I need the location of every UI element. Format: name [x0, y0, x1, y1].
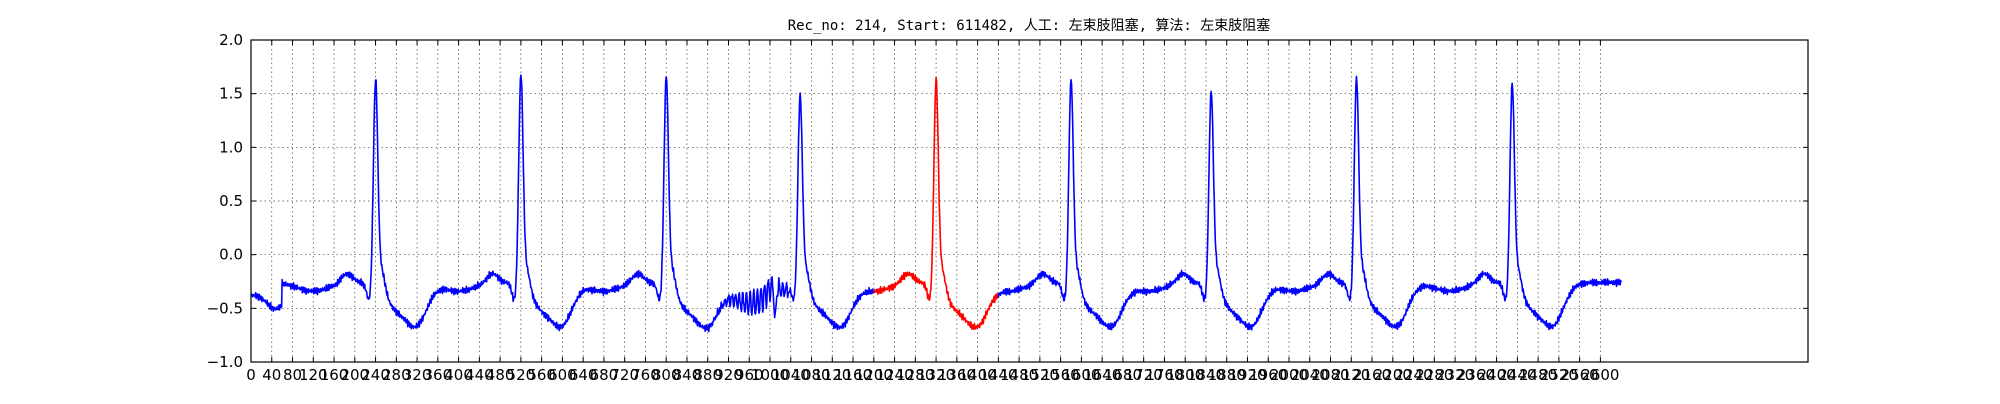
chart-title: Rec_no: 214, Start: 611482, 人工: 左束肢阻塞, 算… [788, 17, 1271, 34]
y-tick-label: 0.0 [219, 246, 243, 264]
grid-lines [251, 40, 1808, 362]
x-tick-label: 40 [262, 366, 281, 384]
y-tick-label: −0.5 [207, 299, 243, 317]
y-tick-label: 2.0 [219, 31, 243, 49]
y-tick-label: −1.0 [207, 353, 243, 371]
x-tick-label: 2600 [1581, 366, 1619, 384]
y-tick-label: 0.5 [219, 192, 243, 210]
y-tick-label: 1.5 [219, 85, 243, 103]
y-tick-label: 1.0 [219, 138, 243, 156]
x-tick-label: 0 [246, 366, 256, 384]
